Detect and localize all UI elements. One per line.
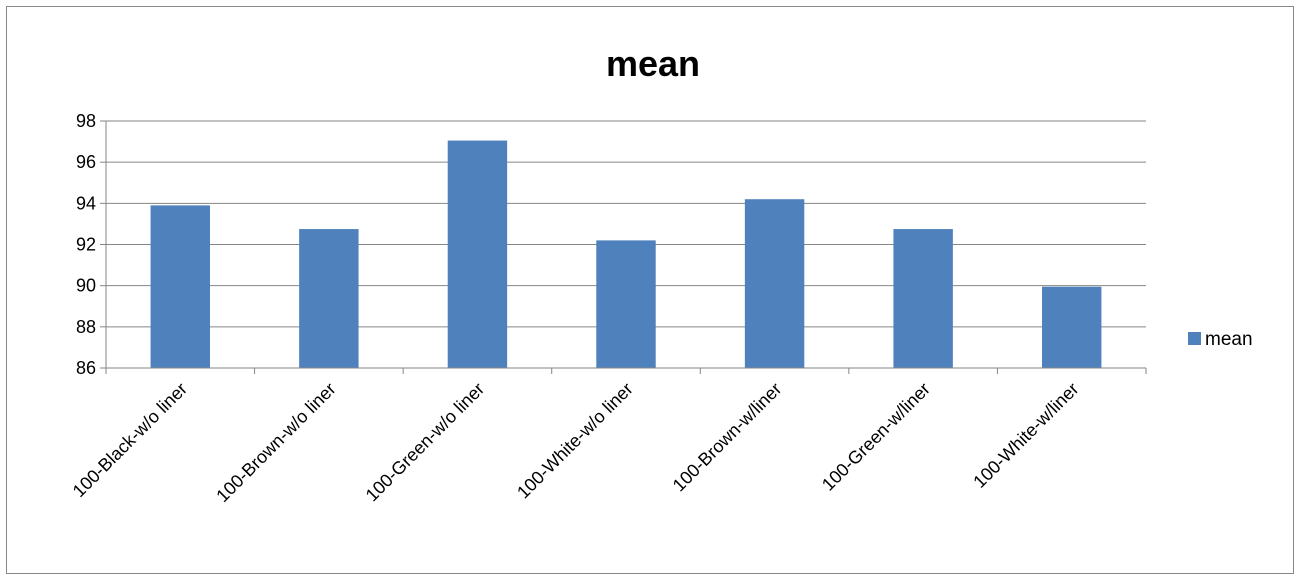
bar (299, 229, 359, 368)
y-tick-label: 90 (76, 276, 96, 296)
bar (893, 229, 953, 368)
y-tick-label: 86 (76, 358, 96, 378)
x-category-label: 100-White-w/o liner (513, 379, 637, 503)
bar (1042, 286, 1102, 368)
x-category-label: 100-Green-w/o liner (362, 379, 489, 506)
x-category-label: 100-Brown-w/liner (669, 379, 786, 496)
bars (150, 140, 1102, 368)
bar (150, 205, 210, 368)
x-category-label: 100-Green-w/liner (818, 379, 934, 495)
y-tick-label: 96 (76, 152, 96, 172)
y-tick-labels: 86 88 90 92 94 96 98 (76, 111, 96, 378)
bar (447, 140, 508, 368)
bar (596, 240, 656, 368)
x-category-label: 100-Brown-w/o liner (212, 379, 339, 506)
bar (744, 199, 805, 368)
legend-label: mean (1205, 329, 1253, 350)
y-tick-label: 92 (76, 235, 96, 255)
x-category-label: 100-Black-w/o liner (69, 379, 191, 501)
y-tick-label: 94 (76, 193, 96, 213)
x-category-labels: 100-Black-w/o liner 100-Brown-w/o liner 10… (69, 379, 1083, 506)
chart-title: mean (606, 43, 700, 84)
y-tick-label: 98 (76, 111, 96, 131)
legend-swatch (1188, 332, 1201, 345)
legend: mean (1188, 329, 1253, 350)
x-category-label: 100-White-w/liner (969, 379, 1082, 492)
y-tick-label: 88 (76, 317, 96, 337)
axes (100, 120, 1147, 374)
